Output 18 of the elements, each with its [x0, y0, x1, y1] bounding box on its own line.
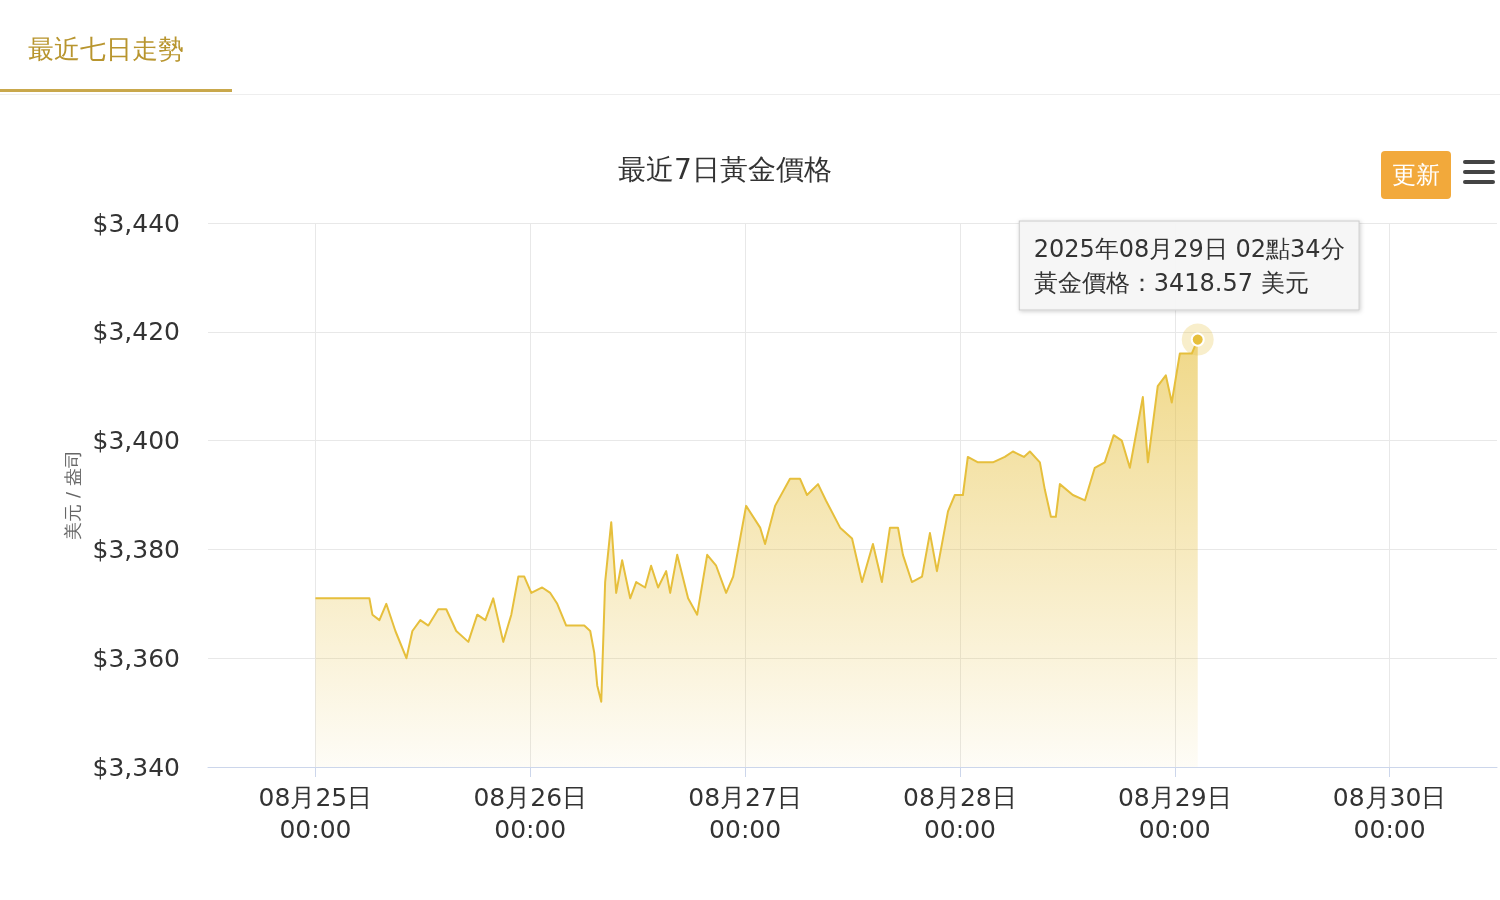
- text: 最近七日走勢: [0, 10, 232, 92]
- y-tick-label: $3,340: [92, 752, 180, 782]
- chart-title: 最近7日黃金價格: [618, 152, 832, 186]
- y-axis-title: 美元 / 盎司: [62, 450, 84, 540]
- y-tick-label: $3,440: [92, 208, 180, 238]
- y-tick-label: $3,380: [92, 534, 180, 564]
- x-tick-label: 08月30日 00:00: [1332, 782, 1447, 844]
- y-tick-label: $3,420: [92, 317, 180, 347]
- x-tick-label: 08月29日 00:00: [1117, 782, 1232, 844]
- x-tick-label: 08月25日 00:00: [258, 782, 373, 844]
- text: 更新: [1381, 151, 1451, 199]
- y-tick-label: $3,400: [92, 426, 180, 456]
- x-tick-label: 08月27日 00:00: [688, 782, 802, 844]
- annotation: 2025年08月29日 02點34分: [1033, 234, 1345, 263]
- annotation: 黃金價格：3418.57 美元: [1033, 268, 1309, 297]
- y-tick-label: $3,360: [92, 643, 180, 673]
- x-tick-label: 08月28日 00:00: [903, 782, 1017, 844]
- x-tick-label: 08月26日 00:00: [473, 782, 588, 844]
